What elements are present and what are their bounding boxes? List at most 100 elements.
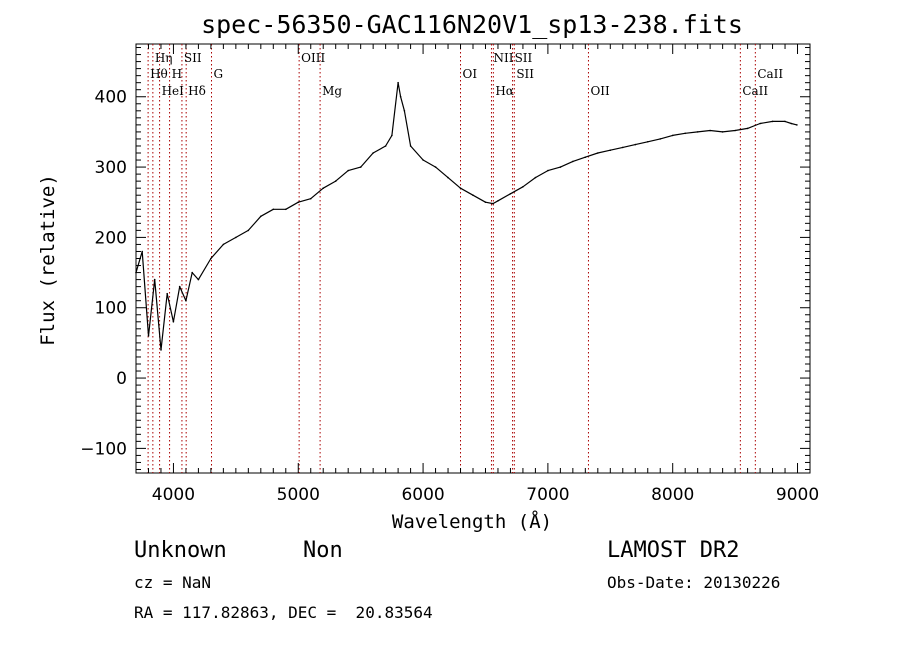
- spectrum-point: [153, 278, 156, 281]
- spectrum-point: [359, 166, 362, 168]
- spectrum-chart: spec-56350-GAC116N20V1_sp13-238.fits Hη H…: [37, 10, 819, 533]
- spectrum-point: [422, 159, 424, 161]
- line-marker-label: CaII: [757, 67, 783, 81]
- survey-label: LAMOST DR2: [607, 538, 740, 563]
- spectrum-point: [534, 176, 537, 179]
- spectrum-point: [160, 349, 162, 351]
- spectrum-point: [472, 194, 474, 196]
- x-tick-label: 7000: [526, 485, 569, 505]
- x-tick-label: 4000: [152, 485, 195, 505]
- spectrum-point: [696, 131, 699, 133]
- line-marker-label: Mg: [322, 84, 342, 98]
- spectrum-point: [247, 229, 250, 232]
- spectrum-point: [796, 124, 798, 126]
- spectrum-point: [492, 202, 494, 205]
- chart-title: spec-56350-GAC116N20V1_sp13-238.fits: [201, 10, 743, 39]
- spectrum-point: [372, 152, 374, 154]
- spectrum-point: [399, 95, 402, 98]
- line-marker-label: OII: [590, 84, 610, 98]
- spectrum-point: [222, 243, 225, 246]
- spectrum-point: [260, 215, 262, 218]
- y-tick-label: 100: [95, 299, 127, 319]
- coordinates-readout: RA = 117.82863, DEC = 20.83564: [134, 603, 433, 622]
- spectrum-point: [235, 236, 237, 239]
- spectrum-point: [684, 132, 686, 135]
- spectrum-point: [334, 180, 337, 182]
- spectrum-point: [497, 200, 499, 202]
- x-tick-label: 6000: [401, 485, 444, 505]
- spectrum-point: [659, 138, 661, 140]
- line-marker-label: Hθ: [150, 67, 168, 81]
- spectrum-point: [185, 299, 187, 302]
- spectrum-point: [709, 129, 711, 132]
- spectrum-point: [210, 257, 212, 260]
- spectrum-point: [172, 321, 175, 323]
- line-marker-label: G: [214, 67, 224, 81]
- spectrum-point: [197, 278, 200, 281]
- spectrum-point: [409, 145, 412, 147]
- y-axis-label: Flux (relative): [37, 174, 59, 346]
- spectrum-point: [147, 335, 150, 337]
- spectrum-point: [178, 285, 181, 288]
- object-class-label: Unknown: [134, 538, 227, 563]
- spectrum-point: [759, 122, 761, 125]
- emission-line-markers: [147, 44, 756, 473]
- line-marker-label: Hδ: [188, 84, 206, 98]
- object-subclass-label: Non: [303, 538, 343, 563]
- spectrum-point: [447, 176, 449, 179]
- spectrum-point: [790, 122, 793, 125]
- x-axis-label: Wavelength (Å): [392, 510, 552, 533]
- spectrum-point: [141, 250, 143, 253]
- spectrum-point: [784, 120, 786, 123]
- line-marker-label: OIII: [301, 51, 325, 65]
- spectrum-point: [721, 131, 724, 133]
- spectrum-point: [547, 169, 549, 172]
- line-marker-label: Hη: [155, 51, 173, 65]
- spectrum-point: [746, 127, 749, 130]
- y-axis: −100 0 100 200 300 400: [80, 47, 810, 470]
- spectrum-point: [622, 146, 624, 149]
- line-marker-label: NII: [493, 51, 513, 65]
- line-marker-label: SII: [516, 67, 534, 81]
- y-tick-label: 0: [116, 369, 127, 389]
- line-marker-label: HeI: [162, 84, 185, 98]
- spectrum-point: [559, 166, 562, 168]
- spectrum-point: [771, 120, 774, 123]
- spectrum-point: [403, 110, 406, 112]
- line-marker-label: CaII: [742, 84, 768, 98]
- y-tick-label: 200: [95, 228, 127, 248]
- spectrum-point: [459, 187, 462, 189]
- y-tick-label: 400: [95, 88, 127, 108]
- spectrum-point: [297, 201, 300, 203]
- spectrum-point: [384, 145, 387, 147]
- spectrum-line-0: [135, 82, 798, 351]
- spectrum-series: [135, 81, 798, 351]
- spectrum-point: [272, 208, 275, 211]
- spectrum-point: [484, 201, 487, 203]
- spectrum-point: [391, 134, 393, 137]
- x-axis: 4000 5000 6000 7000 8000 9000: [135, 44, 819, 505]
- spectrum-point: [671, 134, 674, 137]
- spectrum-point: [285, 208, 287, 211]
- line-marker-label: H: [172, 67, 182, 81]
- spectrum-point: [634, 143, 637, 146]
- spectrum-point: [166, 292, 168, 295]
- spectrum-point: [609, 149, 612, 151]
- spectrum-point: [397, 81, 399, 84]
- x-tick-label: 9000: [776, 485, 819, 505]
- spectrum-point: [522, 186, 524, 188]
- x-tick-label: 8000: [651, 485, 694, 505]
- plot-frame: [135, 43, 811, 474]
- spectrum-point: [509, 193, 512, 195]
- line-marker-label: OI: [463, 67, 478, 81]
- line-marker-label: SII: [515, 51, 533, 65]
- spectrum-point: [597, 152, 599, 154]
- spectrum-point: [434, 166, 437, 168]
- spectrum-point: [584, 156, 587, 158]
- spectrum-point: [572, 160, 574, 163]
- redshift-readout: cz = NaN: [134, 573, 212, 592]
- y-tick-label: −100: [80, 439, 127, 459]
- x-tick-label: 5000: [277, 485, 320, 505]
- spectrum-point: [347, 169, 350, 172]
